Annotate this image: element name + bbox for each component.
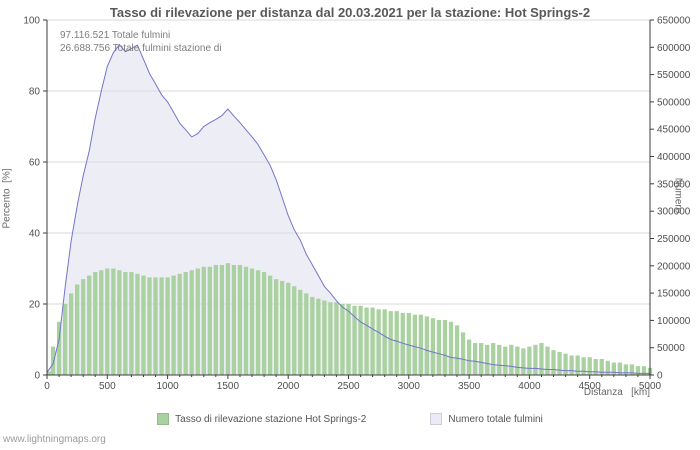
chart-svg: 0204060801000500001000001500002000002500… (23, 16, 690, 393)
svg-text:300000: 300000 (657, 207, 691, 218)
svg-text:40: 40 (29, 229, 41, 240)
legend-item-detection: Tasso di rilevazione stazione Hot Spring… (157, 413, 366, 425)
legend-swatch-total (430, 413, 443, 425)
chart-title: Tasso di rilevazione per distanza dal 20… (109, 5, 591, 20)
legend-item-total: Numero totale fulmini (430, 413, 543, 425)
svg-text:3500: 3500 (458, 381, 481, 392)
y-axis-left-label: Percento [%] (1, 168, 13, 229)
svg-text:50000: 50000 (657, 343, 685, 354)
svg-text:4500: 4500 (579, 381, 602, 392)
svg-text:100: 100 (23, 16, 40, 27)
svg-text:1500: 1500 (217, 381, 240, 392)
total-lightning-line (46, 43, 650, 374)
svg-text:450000: 450000 (657, 125, 691, 136)
legend-label-detection: Tasso di rilevazione stazione Hot Spring… (175, 413, 367, 425)
tick-labels: 0204060801000500001000001500002000002500… (23, 16, 690, 393)
svg-text:0: 0 (44, 381, 50, 392)
svg-text:3000: 3000 (398, 381, 421, 392)
svg-text:2500: 2500 (337, 381, 360, 392)
svg-text:100000: 100000 (657, 316, 691, 327)
svg-text:200000: 200000 (657, 261, 691, 272)
svg-text:0: 0 (34, 371, 40, 382)
svg-text:150000: 150000 (657, 289, 691, 300)
axes (43, 19, 654, 379)
x-axis-label: Distanza [km] (583, 387, 650, 398)
svg-text:650000: 650000 (657, 16, 691, 27)
annotations: 97.116.521 Totale fulmini 26.688.756 Tot… (60, 29, 222, 55)
svg-text:500000: 500000 (657, 97, 691, 108)
svg-text:80: 80 (29, 87, 41, 98)
svg-text:250000: 250000 (657, 234, 691, 245)
svg-text:600000: 600000 (657, 43, 691, 54)
svg-text:350000: 350000 (657, 179, 691, 190)
legend-swatch-detection (157, 413, 170, 425)
lightningmaps-link[interactable]: www.lightningmaps.org (3, 434, 106, 445)
svg-text:500: 500 (99, 381, 116, 392)
svg-text:0: 0 (657, 371, 663, 382)
svg-text:550000: 550000 (657, 70, 691, 81)
y-axis-right-label: Numero (672, 177, 684, 214)
legend-label-total: Numero totale fulmini (448, 413, 543, 425)
legend: Tasso di rilevazione stazione Hot Spring… (0, 413, 700, 425)
svg-text:60: 60 (29, 158, 41, 169)
annotation-total-lightning: 97.116.521 Totale fulmini (60, 30, 171, 41)
svg-text:400000: 400000 (657, 152, 691, 163)
detection-rate-bars (47, 263, 653, 376)
annotation-station-lightning: 26.688.756 Totale fulmini stazione di (60, 43, 222, 54)
svg-text:20: 20 (29, 300, 41, 311)
svg-text:5000: 5000 (639, 381, 662, 392)
svg-text:2000: 2000 (277, 381, 300, 392)
svg-text:1000: 1000 (156, 381, 179, 392)
svg-text:4000: 4000 (518, 381, 541, 392)
